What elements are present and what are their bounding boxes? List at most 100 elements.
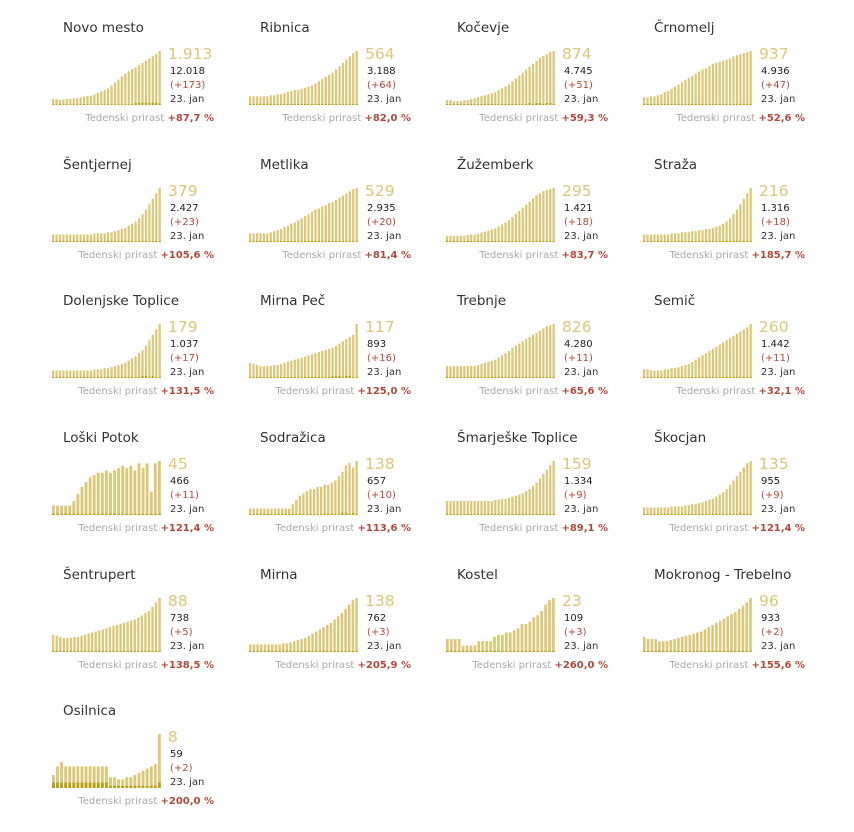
bar [153, 764, 157, 788]
bar-new-cases [100, 240, 103, 242]
bar [58, 99, 62, 105]
total-cases-value: 955 [761, 476, 781, 487]
bar-new-cases [508, 650, 512, 652]
bar-new-cases [684, 103, 687, 105]
bar [463, 366, 466, 378]
bar-new-cases [643, 650, 646, 652]
bar-new-cases [650, 650, 654, 652]
bar-new-cases [56, 782, 59, 788]
bar-new-cases [715, 103, 718, 105]
bar-new-cases [660, 240, 663, 242]
bar [79, 370, 82, 378]
bar-new-cases [446, 376, 449, 378]
bar [252, 96, 255, 105]
bar [157, 734, 161, 788]
bar [69, 637, 73, 652]
bar [72, 370, 75, 378]
bar-new-cases [263, 650, 267, 652]
bar-new-cases [518, 513, 521, 515]
date-label: 23. jan [761, 367, 796, 378]
bar-new-cases [465, 650, 469, 652]
weekly-growth: Tedenski prirast +83,7 % [479, 250, 608, 261]
bar [321, 206, 324, 242]
bar-new-cases [338, 240, 341, 242]
bar [452, 366, 456, 378]
bar-new-cases [497, 104, 500, 105]
bar [661, 641, 665, 652]
chart-title: Šentjernej [63, 157, 132, 173]
bar-new-cases [115, 650, 119, 652]
bar-new-cases [147, 650, 151, 652]
bar [69, 370, 72, 378]
bar [249, 96, 252, 105]
bar-new-cases [262, 103, 265, 105]
bar [120, 229, 123, 242]
bar-new-cases [293, 240, 296, 242]
bar [449, 500, 452, 515]
bar [151, 56, 154, 105]
bar [483, 500, 487, 515]
weekly-growth-label: Tedenski prirast [78, 796, 158, 807]
bar [307, 86, 310, 105]
bar [660, 507, 663, 515]
bar [718, 344, 721, 378]
bar [351, 600, 355, 652]
bar-new-cases [734, 650, 737, 652]
total-cases-value: 933 [761, 613, 781, 624]
bar-new-cases [663, 240, 666, 242]
bar [459, 101, 462, 105]
bar [338, 343, 341, 378]
bar [305, 491, 309, 515]
bar-new-cases [112, 650, 115, 652]
bar-new-cases [667, 513, 670, 515]
bar-new-cases [269, 103, 272, 105]
bar [112, 626, 115, 652]
bar-new-cases [96, 104, 99, 105]
bar-new-cases [300, 103, 303, 105]
sparkline-bar-chart [52, 188, 161, 242]
bar [650, 639, 654, 652]
bar [511, 217, 514, 242]
bar [93, 94, 96, 105]
bar [290, 360, 293, 378]
bar-new-cases [119, 650, 122, 652]
bar-new-cases [538, 103, 542, 105]
bar [643, 369, 646, 378]
bar-new-cases [151, 650, 154, 652]
bar-new-cases [749, 240, 752, 242]
bar [124, 362, 127, 378]
bar-new-cases [670, 103, 673, 105]
bar [459, 366, 462, 378]
bar [304, 637, 307, 652]
bar [653, 96, 656, 105]
weekly-growth: Tedenski prirast +87,7 % [85, 113, 214, 124]
bar [687, 363, 690, 378]
bar-new-cases [76, 650, 80, 652]
bar [64, 505, 68, 515]
bar [148, 340, 151, 378]
bar [52, 505, 55, 515]
bar [680, 506, 684, 515]
bar [89, 234, 93, 242]
bar-new-cases [131, 104, 134, 105]
bar [461, 645, 465, 652]
bar-new-cases [307, 376, 310, 378]
bar-new-cases [691, 103, 694, 105]
bar-new-cases [507, 104, 511, 105]
bar-new-cases [660, 103, 663, 105]
bar [725, 221, 728, 242]
total-cases-value: 762 [367, 613, 387, 624]
bar-new-cases [82, 376, 86, 378]
bar [158, 188, 161, 242]
bar [109, 777, 112, 788]
bar-new-cases [711, 650, 714, 652]
bar-new-cases [109, 785, 112, 788]
bar [100, 91, 103, 105]
bar-new-cases [732, 513, 735, 515]
chart-card: Črnomelj 937 4.936 (+47) 23. jan Tedenski pri… [643, 20, 833, 149]
bar-new-cases [127, 104, 130, 105]
bar [255, 233, 259, 242]
weekly-growth: Tedenski prirast +200,0 % [78, 796, 214, 807]
bar [698, 230, 701, 242]
bar [665, 641, 669, 652]
